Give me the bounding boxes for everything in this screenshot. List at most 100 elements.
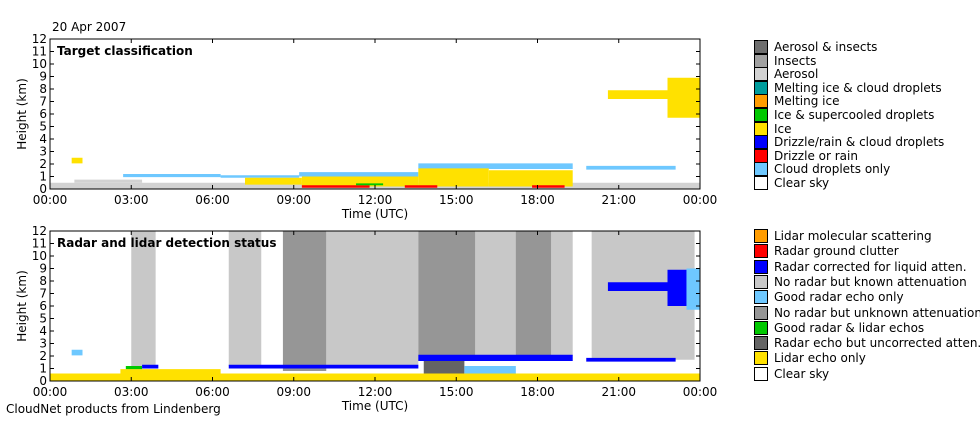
legend-item: Ice bbox=[754, 121, 792, 136]
legend-label: Lidar echo only bbox=[774, 351, 866, 366]
region-radar-corrected-for-liquid-atten- bbox=[228, 364, 419, 369]
region-cloud-droplets-only bbox=[123, 174, 221, 178]
region-ice bbox=[301, 176, 419, 187]
legend-item: Radar echo but uncorrected atten. bbox=[754, 336, 980, 351]
legend-item: Insects bbox=[754, 53, 817, 68]
legend-item: Melting ice bbox=[754, 94, 840, 109]
legend-swatch bbox=[754, 259, 768, 274]
legend-label: Melting ice bbox=[774, 94, 840, 109]
region-ice bbox=[667, 77, 700, 118]
region-no-radar-but-unknown-attenuation bbox=[515, 231, 552, 359]
legend-swatch bbox=[754, 274, 768, 289]
x-tick-label: 15:00 bbox=[439, 385, 474, 399]
x-tick-label: 00:00 bbox=[683, 193, 718, 207]
legend-item: Good radar echo only bbox=[754, 290, 904, 305]
y-tick-label: 6 bbox=[39, 299, 47, 313]
region-no-radar-but-known-attenuation bbox=[228, 231, 262, 366]
region-drizzle-or-rain bbox=[532, 185, 565, 188]
region-no-radar-but-unknown-attenuation bbox=[282, 231, 327, 371]
y-tick-label: 5 bbox=[39, 312, 47, 326]
legend-label: Good radar echo only bbox=[774, 290, 904, 305]
x-tick-label: 03:00 bbox=[114, 193, 149, 207]
legend-item: No radar but unknown attenuation bbox=[754, 305, 980, 320]
region-no-radar-but-known-attenuation bbox=[326, 231, 419, 369]
legend-label: Aerosol & insects bbox=[774, 40, 878, 54]
legend-item: No radar but known attenuation bbox=[754, 274, 967, 289]
region-cloud-droplets-only bbox=[586, 165, 676, 170]
legend-swatch bbox=[754, 305, 768, 320]
y-axis-label: Height (km) bbox=[15, 270, 29, 341]
legend-label: Cloud droplets only bbox=[774, 162, 891, 177]
region-ice bbox=[245, 177, 302, 185]
y-tick-label: 0 bbox=[39, 374, 47, 388]
y-tick-label: 7 bbox=[39, 95, 47, 109]
chart-title: Target classification bbox=[57, 44, 193, 58]
y-tick-label: 2 bbox=[39, 157, 47, 171]
legend-swatch bbox=[754, 108, 768, 122]
legend-label: Ice & supercooled droplets bbox=[774, 108, 935, 122]
legend-swatch bbox=[754, 53, 768, 68]
legend-label: No radar but unknown attenuation bbox=[774, 305, 980, 320]
legend-label: Insects bbox=[774, 53, 817, 68]
legend-item: Melting ice & cloud droplets bbox=[754, 80, 942, 95]
legend-swatch bbox=[754, 80, 768, 95]
x-tick-label: 06:00 bbox=[195, 193, 230, 207]
legend-label: No radar but known attenuation bbox=[774, 274, 967, 289]
legend-label: Drizzle/rain & cloud droplets bbox=[774, 135, 945, 150]
x-axis-label: Time (UTC) bbox=[341, 399, 408, 413]
legend-label: Clear sky bbox=[774, 366, 830, 381]
legend-item: Clear sky bbox=[754, 366, 830, 381]
region-drizzle-or-rain bbox=[301, 185, 370, 188]
y-tick-label: 8 bbox=[39, 82, 47, 96]
legend-label: Radar corrected for liquid atten. bbox=[774, 259, 967, 274]
y-tick-label: 5 bbox=[39, 120, 47, 134]
legend-swatch bbox=[754, 290, 768, 305]
legend-item: Lidar molecular scattering bbox=[754, 229, 932, 243]
region-ice bbox=[418, 168, 489, 187]
legend-item: Drizzle or rain bbox=[754, 148, 858, 163]
legend-item: Aerosol bbox=[754, 67, 818, 82]
chart-title: Radar and lidar detection status bbox=[57, 236, 276, 250]
legend-item: Cloud droplets only bbox=[754, 162, 891, 177]
legend-label: Good radar & lidar echos bbox=[774, 320, 925, 335]
legend-swatch bbox=[754, 94, 768, 109]
region-cloud-droplets-only bbox=[220, 175, 300, 178]
legend-item: Lidar echo only bbox=[754, 351, 866, 366]
region-no-radar-but-unknown-attenuation bbox=[418, 231, 476, 361]
y-tick-label: 0 bbox=[39, 182, 47, 196]
legend-item: Radar ground clutter bbox=[754, 244, 899, 259]
legend-item: Aerosol & insects bbox=[754, 40, 877, 54]
date-label: 20 Apr 2007 bbox=[52, 20, 127, 34]
x-tick-label: 18:00 bbox=[520, 385, 555, 399]
x-tick-label: 21:00 bbox=[601, 193, 636, 207]
legend-item: Good radar & lidar echos bbox=[754, 320, 925, 335]
y-tick-label: 11 bbox=[32, 237, 47, 251]
region-radar-corrected-for-liquid-atten- bbox=[607, 282, 668, 291]
y-tick-label: 10 bbox=[32, 249, 47, 263]
x-axis-label: Time (UTC) bbox=[341, 207, 408, 221]
region-radar-corrected-for-liquid-atten- bbox=[418, 354, 573, 361]
legend-swatch bbox=[754, 336, 768, 351]
y-tick-label: 6 bbox=[39, 107, 47, 121]
region-cloud-droplets-only bbox=[418, 163, 573, 169]
x-tick-label: 00:00 bbox=[33, 193, 68, 207]
legend-swatch bbox=[754, 244, 768, 259]
legend-swatch bbox=[754, 366, 768, 381]
y-tick-label: 7 bbox=[39, 287, 47, 301]
y-tick-label: 1 bbox=[39, 362, 47, 376]
x-tick-label: 00:00 bbox=[683, 385, 718, 399]
y-tick-label: 1 bbox=[39, 170, 47, 184]
legend-swatch bbox=[754, 67, 768, 82]
region-cloud-droplets-only bbox=[299, 172, 419, 177]
region-drizzle-or-rain bbox=[404, 185, 438, 188]
legend-item: Clear sky bbox=[754, 176, 829, 190]
x-tick-label: 21:00 bbox=[601, 385, 636, 399]
x-tick-label: 06:00 bbox=[195, 385, 230, 399]
x-tick-label: 09:00 bbox=[276, 193, 311, 207]
y-tick-label: 9 bbox=[39, 262, 47, 276]
legend-item: Drizzle/rain & cloud droplets bbox=[754, 135, 945, 150]
y-tick-label: 4 bbox=[39, 132, 47, 146]
y-tick-label: 12 bbox=[32, 224, 47, 238]
region-aerosol bbox=[74, 179, 143, 183]
